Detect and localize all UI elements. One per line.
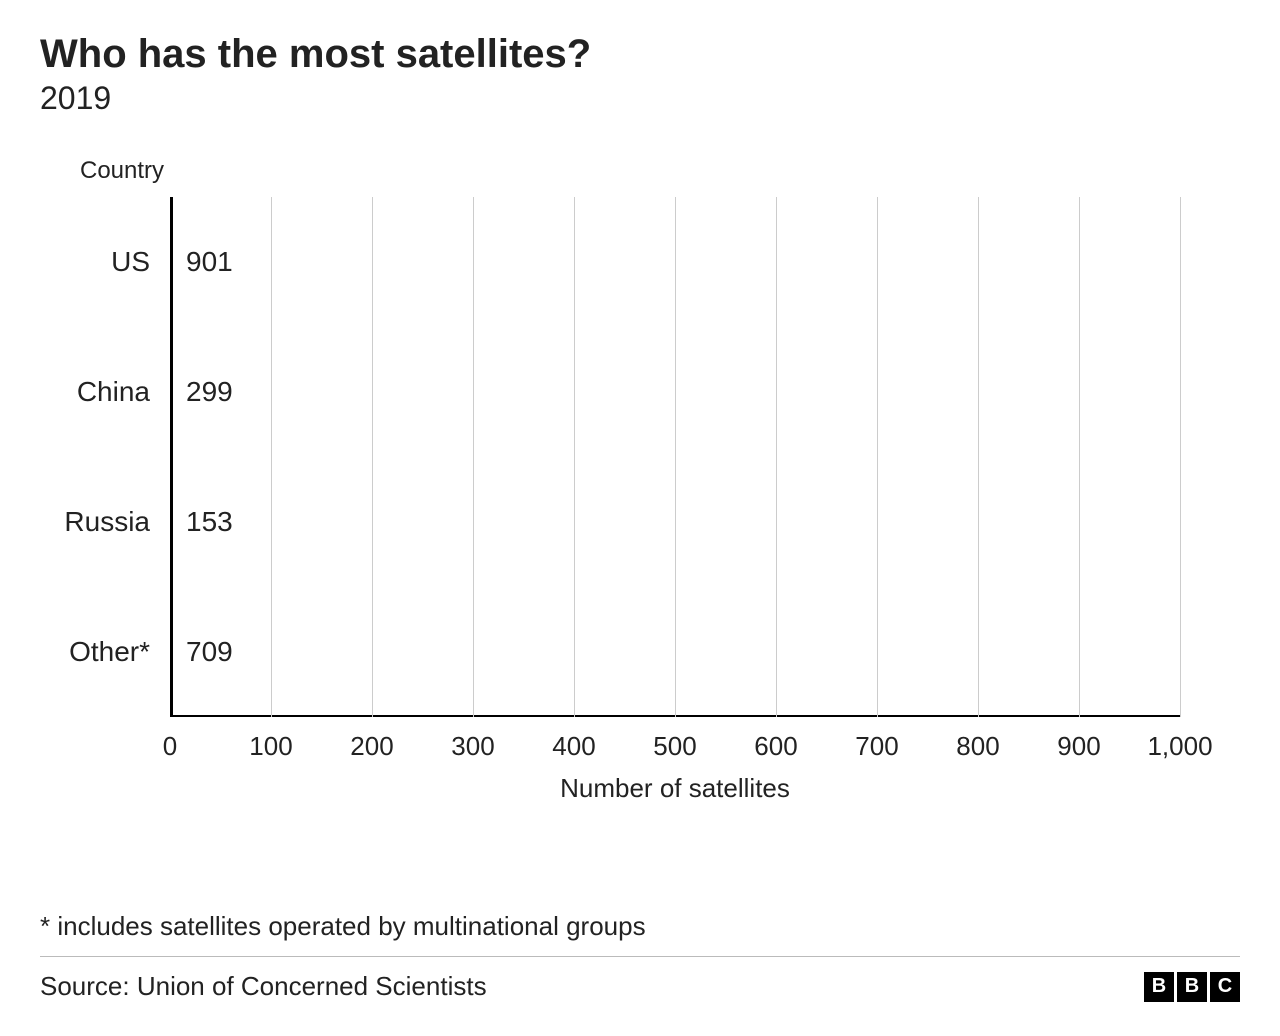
x-tick-label: 200 (350, 731, 393, 762)
gridline (1079, 197, 1080, 717)
logo-letter: C (1210, 972, 1240, 1002)
bar-value-label: 153 (186, 506, 233, 538)
chart-title: Who has the most satellites? (40, 30, 1240, 78)
x-tick-label: 900 (1057, 731, 1100, 762)
x-axis-title: Number of satellites (560, 773, 790, 804)
gridline (877, 197, 878, 717)
footnote-text: * includes satellites operated by multin… (40, 897, 1240, 957)
source-row: Source: Union of Concerned Scientists BB… (40, 957, 1240, 1016)
gridline (473, 197, 474, 717)
gridline (776, 197, 777, 717)
gridline (978, 197, 979, 717)
x-tick-label: 100 (249, 731, 292, 762)
y-axis-line (170, 197, 173, 717)
x-tick-label: 1,000 (1147, 731, 1212, 762)
chart-footer: * includes satellites operated by multin… (40, 897, 1240, 1016)
x-tick-label: 0 (163, 731, 177, 762)
chart-subtitle: 2019 (40, 80, 1240, 117)
x-tick-label: 300 (451, 731, 494, 762)
x-tick-label: 700 (855, 731, 898, 762)
x-tick-label: 500 (653, 731, 696, 762)
category-label: Russia (64, 506, 150, 538)
bar-value-label: 901 (186, 246, 233, 278)
bar-value-label: 709 (186, 636, 233, 668)
gridline (271, 197, 272, 717)
category-label: China (77, 376, 150, 408)
category-label: Other* (69, 636, 150, 668)
category-label: US (111, 246, 150, 278)
gridline (372, 197, 373, 717)
chart-container: Country Number of satellites 01002003004… (40, 157, 1240, 797)
x-tick-label: 600 (754, 731, 797, 762)
source-text: Source: Union of Concerned Scientists (40, 971, 487, 1002)
gridline (675, 197, 676, 717)
y-axis-title: Country (80, 157, 164, 185)
logo-letter: B (1144, 972, 1174, 1002)
bbc-logo: BBC (1144, 972, 1240, 1002)
bar-value-label: 299 (186, 376, 233, 408)
x-tick-label: 800 (956, 731, 999, 762)
logo-letter: B (1177, 972, 1207, 1002)
plot-area: Number of satellites 0100200300400500600… (170, 197, 1180, 717)
gridline (1180, 197, 1181, 717)
x-tick-label: 400 (552, 731, 595, 762)
gridline (574, 197, 575, 717)
